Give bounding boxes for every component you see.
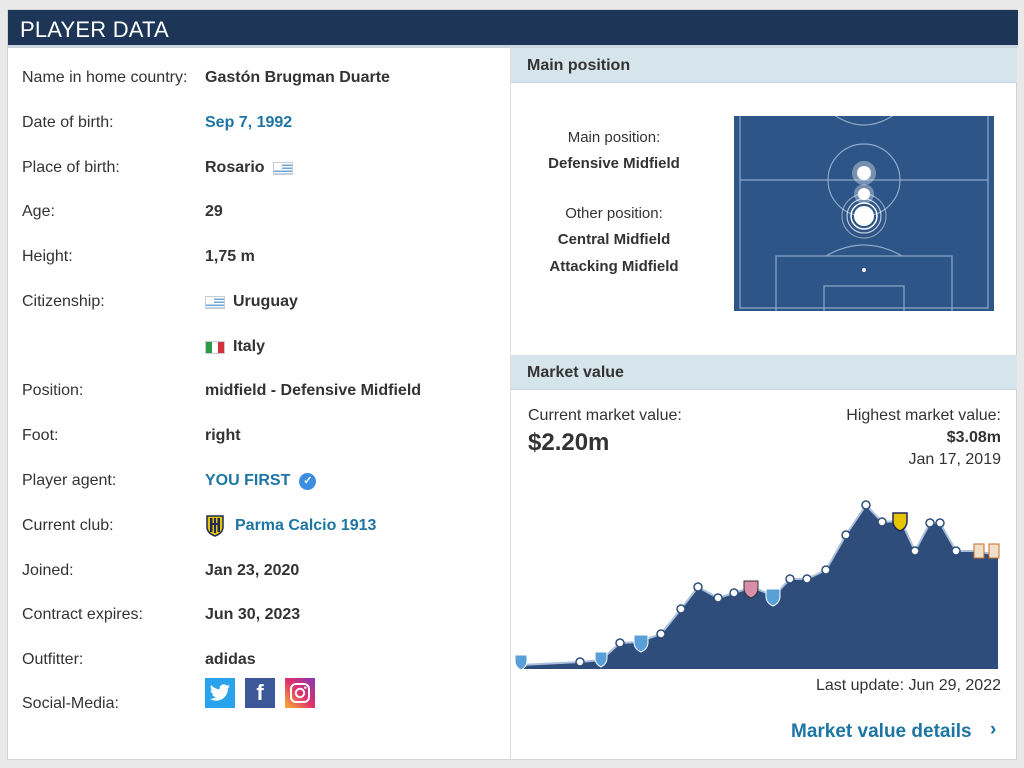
row-label: Current club: bbox=[22, 517, 114, 534]
row-value: adidas bbox=[205, 651, 256, 668]
verified-check-icon: ✓ bbox=[299, 472, 317, 490]
row-value: Jan 23, 2020 bbox=[205, 562, 300, 579]
last-update-text: Last update: Jun 29, 2022 bbox=[815, 677, 1001, 694]
main-position-header: Main position bbox=[511, 48, 1017, 83]
row-label: Position: bbox=[22, 382, 84, 399]
instagram-icon[interactable] bbox=[285, 678, 315, 708]
row-value: midfield - Defensive Midfield bbox=[205, 382, 422, 399]
row-label: Date of birth: bbox=[22, 114, 114, 131]
row-value: YOU FIRST ✓ bbox=[205, 472, 317, 490]
twitter-icon[interactable] bbox=[205, 678, 235, 708]
row-value: Uruguay bbox=[205, 293, 298, 311]
other-position-value: Attacking Midfield bbox=[549, 258, 679, 275]
main-position-label: Main position: bbox=[567, 129, 661, 146]
place-of-birth-value: Rosario bbox=[205, 159, 265, 176]
main-position-value: Defensive Midfield bbox=[548, 155, 680, 172]
row-label: Joined: bbox=[22, 562, 74, 579]
club-crest-markers bbox=[514, 512, 1000, 671]
highest-market-value-date: Jan 17, 2019 bbox=[908, 451, 1001, 468]
section-title: PLAYER DATA bbox=[20, 17, 169, 42]
row-value: Italy bbox=[205, 338, 265, 356]
row-label: Age: bbox=[22, 203, 55, 220]
uruguay-flag-icon bbox=[205, 295, 225, 309]
main-position-header-label: Main position bbox=[527, 57, 631, 74]
citizenship-value: Italy bbox=[233, 338, 266, 355]
current-club-link[interactable]: Parma Calcio 1913 bbox=[235, 517, 377, 534]
row-label: Place of birth: bbox=[22, 159, 120, 176]
pitch-diagram bbox=[734, 116, 994, 311]
row-label: Outfitter: bbox=[22, 651, 84, 668]
italy-flag-icon bbox=[205, 340, 225, 354]
highest-market-value-label: Highest market value: bbox=[846, 407, 1001, 424]
row-label: Social-Media: bbox=[22, 695, 119, 712]
row-label: Name in home country: bbox=[22, 69, 188, 86]
date-of-birth-link[interactable]: Sep 7, 1992 bbox=[205, 114, 293, 131]
row-value: Jun 30, 2023 bbox=[205, 606, 301, 623]
row-label: Foot: bbox=[22, 427, 59, 444]
parma-crest-icon bbox=[206, 515, 224, 537]
row-label: Player agent: bbox=[22, 472, 117, 489]
market-value-details-link[interactable]: Market value details bbox=[791, 721, 972, 742]
row-label: Height: bbox=[22, 248, 73, 265]
player-agent-link[interactable]: YOU FIRST bbox=[205, 472, 291, 489]
row-value: Gastón Brugman Duarte bbox=[205, 69, 390, 86]
row-label: Contract expires: bbox=[22, 606, 143, 623]
section-header: PLAYER DATA bbox=[8, 10, 1018, 48]
row-value: 1,75 m bbox=[205, 248, 255, 265]
other-position-value: Central Midfield bbox=[557, 231, 671, 248]
current-market-value-label: Current market value: bbox=[528, 407, 682, 424]
row-label: Citizenship: bbox=[22, 293, 105, 310]
row-value: f bbox=[205, 678, 325, 708]
row-value: right bbox=[205, 427, 241, 444]
facebook-icon[interactable]: f bbox=[245, 678, 275, 708]
other-position-label: Other position: bbox=[565, 205, 663, 222]
highest-market-value: $3.08m bbox=[946, 429, 1001, 446]
market-value-chart[interactable] bbox=[512, 495, 1002, 675]
citizenship-value: Uruguay bbox=[233, 293, 298, 310]
market-value-header-label: Market value bbox=[527, 364, 624, 381]
row-value: 29 bbox=[205, 203, 223, 220]
uruguay-flag-icon bbox=[272, 161, 293, 175]
market-value-header: Market value bbox=[511, 355, 1017, 390]
chevron-right-icon[interactable]: › bbox=[990, 719, 997, 740]
current-market-value: $2.20m bbox=[528, 429, 610, 456]
row-value: Rosario bbox=[205, 159, 293, 177]
row-value: Parma Calcio 1913 bbox=[205, 515, 376, 537]
facebook-glyph: f bbox=[256, 680, 264, 705]
column-divider bbox=[510, 47, 511, 760]
